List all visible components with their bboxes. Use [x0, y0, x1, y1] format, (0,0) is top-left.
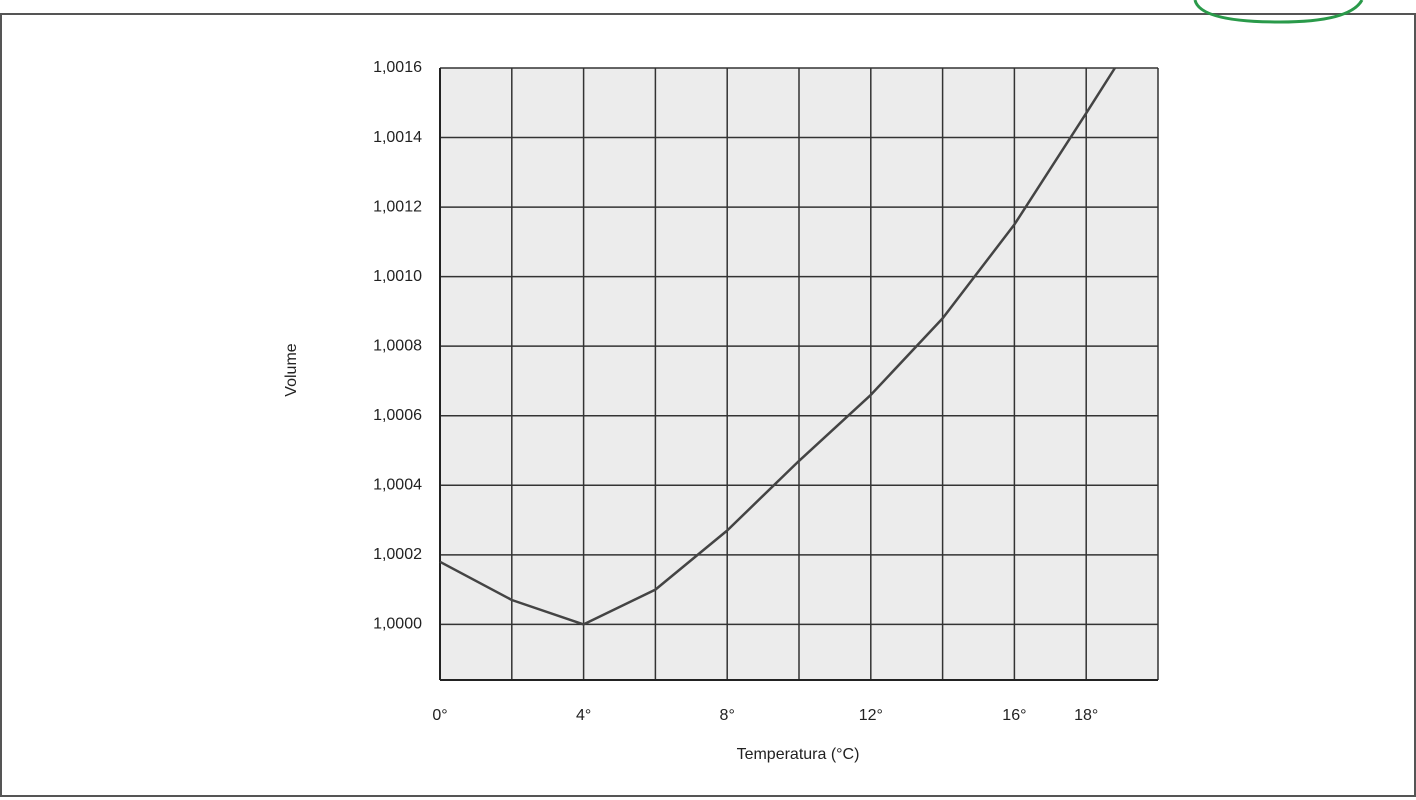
x-tick-label: 16° [1002, 707, 1026, 724]
x-tick-label: 4° [576, 707, 591, 724]
y-tick-label: 1,0004 [373, 476, 422, 493]
y-tick-label: 1,0000 [373, 616, 422, 633]
decoration [1193, 0, 1364, 24]
x-axis-label: Temperatura (°C) [737, 746, 860, 763]
y-tick-label: 1,0016 [373, 59, 422, 76]
x-tick-label: 18° [1074, 707, 1098, 724]
y-tick-label: 1,0010 [373, 268, 422, 285]
y-tick-label: 1,0002 [373, 546, 422, 563]
x-tick-label: 12° [859, 707, 883, 724]
data-line [439, 67, 1116, 626]
x-tick-label: 0° [432, 707, 447, 724]
y-axis-label: Volume [283, 343, 300, 396]
y-tick-label: 1,0014 [373, 129, 422, 146]
y-tick-label: 1,0012 [373, 198, 422, 215]
y-tick-label: 1,0008 [373, 337, 422, 354]
x-tick-label: 8° [720, 707, 735, 724]
y-tick-label: 1,0006 [373, 407, 422, 424]
